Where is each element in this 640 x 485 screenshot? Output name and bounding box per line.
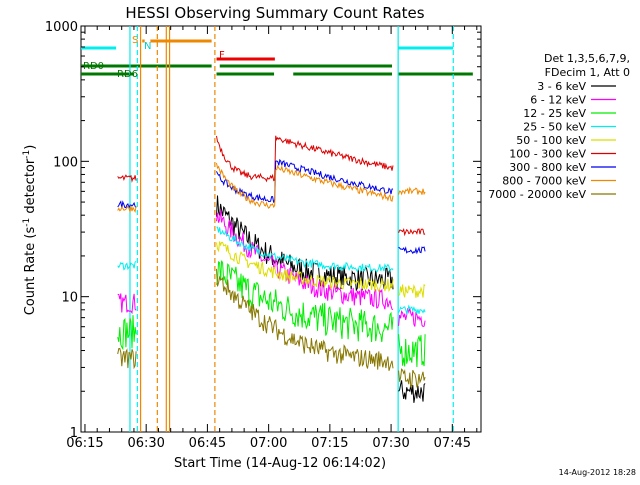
series-line-c — [117, 260, 426, 368]
legend-entry-label: 7000 - 20000 keV — [488, 188, 586, 201]
x-tick-label: 06:45 — [189, 436, 226, 451]
y-tick-label: 100 — [53, 155, 78, 170]
series-line-g — [117, 158, 426, 255]
series-line-b — [117, 209, 426, 327]
chart-title: HESSI Observing Summary Count Rates — [125, 4, 424, 22]
y-axis-title: Count Rate (s-1 detector-1) — [22, 145, 38, 316]
y-axis-title-sup2: -1 — [22, 150, 32, 159]
x-tick-label: 07:15 — [311, 436, 348, 451]
x-tick-label: 07:45 — [434, 436, 471, 451]
x-tick-label: 07:00 — [250, 436, 287, 451]
night-label: N — [144, 41, 151, 52]
series-line-e — [216, 241, 426, 298]
saa-label: S — [132, 35, 138, 46]
y-tick-label: 10 — [61, 291, 78, 306]
series-line-a — [216, 195, 426, 403]
axis-ticks: 06:15 06:30 06:45 07:00 07:15 07:30 07:45 1 10 10… — [45, 20, 481, 451]
y-axis-title-part3: ) — [23, 145, 38, 150]
x-tick-label: 07:30 — [372, 436, 409, 451]
legend-entry-label: 12 - 25 keV — [523, 107, 586, 120]
legend-entry-label: 300 - 800 keV — [509, 161, 586, 174]
legend-header-line2: FDecim 1, Att 0 — [545, 66, 630, 79]
state-bars — [81, 39, 473, 76]
series-lines — [117, 135, 426, 403]
y-tick-label: 1000 — [45, 20, 78, 35]
series-line-i — [117, 268, 426, 388]
x-tick-label: 06:15 — [66, 436, 103, 451]
event-lines — [129, 26, 454, 432]
legend-entry-label: 800 - 7000 keV — [502, 175, 586, 188]
flare-label: F — [219, 50, 225, 61]
series-line-h — [117, 162, 426, 214]
y-axis-title-part1: Count Rate (s — [23, 227, 38, 316]
legend-header-line1: Det 1,3,5,6,7,9, — [544, 52, 630, 65]
y-tick-label: 1 — [70, 426, 78, 441]
legend-entry-label: 100 - 300 keV — [509, 148, 586, 161]
legend-entry-label: 50 - 100 keV — [516, 134, 586, 147]
x-axis-title: Start Time (14-Aug-12 06:14:02) — [174, 456, 386, 471]
rd0-label: RD0 — [83, 61, 104, 72]
series-line-f — [117, 135, 426, 237]
y-axis-title-sup1: -1 — [22, 218, 32, 227]
legend-entry-label: 6 - 12 keV — [530, 94, 586, 107]
footer-timestamp: 14-Aug-2012 18:28 — [559, 468, 636, 477]
legend: Det 1,3,5,6,7,9, FDecim 1, Att 0 3 - 6 k… — [488, 52, 630, 201]
rd6-label: RD6 — [117, 69, 138, 80]
legend-entry-label: 3 - 6 keV — [537, 80, 586, 93]
x-tick-label: 06:30 — [127, 436, 164, 451]
series-line-d — [117, 226, 426, 316]
y-axis-title-part2: detector — [23, 158, 38, 218]
legend-entry-label: 25 - 50 keV — [523, 121, 586, 134]
